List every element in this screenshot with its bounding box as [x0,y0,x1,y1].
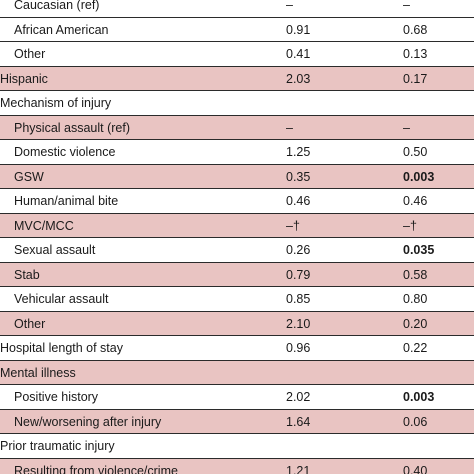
p-value: 0.68 [403,22,428,37]
row-label: Vehicular assault [14,292,109,306]
table-row: Mechanism of injury [0,91,474,116]
row-label: New/worsening after injury [14,414,162,429]
p-value: 0.13 [403,47,428,61]
row-label: Caucasian (ref) [14,0,100,12]
row-label: MVC/MCC [14,218,74,233]
table-row: Hospital length of stay 0.96 0.22 [0,336,474,361]
table-row: Caucasian (ref) – – [0,0,474,18]
table-row: Other 0.41 0.13 [0,42,474,67]
estimate-value: 0.79 [286,267,311,282]
section-label: Prior traumatic injury [0,439,115,453]
estimate-value: 0.26 [286,243,311,257]
table-row: Mental illness [0,360,474,385]
p-value-significant: 0.035 [403,243,435,257]
estimate-value: –† [286,218,300,233]
row-label: Human/animal bite [14,194,119,208]
table-row: Physical assault (ref) – – [0,115,474,140]
estimate-value: 0.41 [286,47,311,61]
p-value: 0.58 [403,267,428,282]
row-label: Domestic violence [14,145,116,159]
p-value: 0.40 [403,463,428,474]
estimate-value: 2.10 [286,316,311,331]
p-value: – [403,0,410,12]
estimate-value: 0.46 [286,194,311,208]
table-row: Stab 0.79 0.58 [0,262,474,287]
p-value-significant: 0.003 [403,390,435,404]
row-label: Hospital length of stay [0,341,123,355]
table-row: Positive history 2.02 0.003 [0,385,474,410]
row-label: GSW [14,169,44,184]
table-row: MVC/MCC –† –† [0,213,474,238]
p-value: – [403,120,410,135]
estimate-value: 1.21 [286,463,311,474]
estimate-value: 2.03 [286,71,311,86]
row-label: Stab [14,267,40,282]
table-row: Hispanic 2.03 0.17 [0,66,474,91]
row-label: Positive history [14,390,99,404]
row-label: Sexual assault [14,243,96,257]
p-value-significant: 0.003 [403,169,435,184]
p-value: 0.06 [403,414,428,429]
row-label: Physical assault (ref) [14,120,131,135]
section-label: Mechanism of injury [0,96,112,110]
table-row: New/worsening after injury 1.64 0.06 [0,409,474,434]
p-value: 0.17 [403,71,428,86]
section-label: Mental illness [0,365,76,380]
estimate-value: 0.35 [286,169,311,184]
p-value: –† [403,218,417,233]
table-row: Vehicular assault 0.85 0.80 [0,287,474,312]
row-label: Other [14,47,46,61]
estimate-value: – [286,0,293,12]
estimate-value: 0.85 [286,292,311,306]
estimate-value: 2.02 [286,390,311,404]
table-row: GSW 0.35 0.003 [0,164,474,189]
p-value: 0.46 [403,194,428,208]
table-row: Resulting from violence/crime 1.21 0.40 [0,458,474,474]
table-row: Sexual assault 0.26 0.035 [0,238,474,263]
row-label: African American [14,22,109,37]
estimate-value: – [286,120,293,135]
row-label: Hispanic [0,71,48,86]
table-row: Domestic violence 1.25 0.50 [0,140,474,165]
table-row: Human/animal bite 0.46 0.46 [0,189,474,214]
p-value: 0.50 [403,145,428,159]
row-label: Resulting from violence/crime [14,463,178,474]
estimate-value: 0.91 [286,22,311,37]
p-value: 0.22 [403,341,428,355]
table-row: African American 0.91 0.68 [0,17,474,42]
p-value: 0.20 [403,316,428,331]
p-value: 0.80 [403,292,428,306]
estimate-value: 1.25 [286,145,311,159]
estimate-value: 1.64 [286,414,311,429]
row-label: Other [14,316,46,331]
estimate-value: 0.96 [286,341,311,355]
table-row: Other 2.10 0.20 [0,311,474,336]
table-row: Prior traumatic injury [0,434,474,459]
